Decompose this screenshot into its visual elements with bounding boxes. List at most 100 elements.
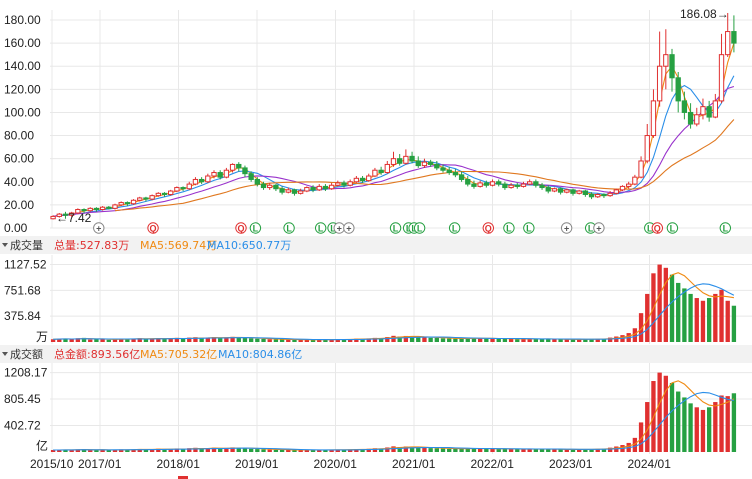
volume-bar[interactable]: [100, 339, 105, 342]
candle[interactable]: [347, 179, 353, 187]
volume-bar[interactable]: [403, 335, 409, 342]
amount-bar[interactable]: [508, 449, 514, 452]
volume-bar[interactable]: [69, 339, 74, 342]
volume-bar[interactable]: [149, 338, 155, 342]
amount-bar[interactable]: [348, 449, 353, 452]
volume-bar[interactable]: [496, 338, 501, 342]
event-marker-l[interactable]: L: [666, 222, 679, 234]
volume-bar[interactable]: [731, 305, 737, 342]
amount-bar[interactable]: [193, 447, 198, 452]
volume-bar[interactable]: [638, 313, 644, 342]
amount-bar[interactable]: [607, 447, 613, 452]
candle[interactable]: [130, 199, 137, 205]
volume-bar[interactable]: [255, 338, 260, 342]
amount-bar[interactable]: [719, 395, 724, 452]
candle[interactable]: [99, 206, 106, 211]
volume-bar[interactable]: [440, 338, 446, 342]
amount-bar[interactable]: [205, 448, 210, 452]
candle[interactable]: [112, 203, 118, 210]
candle[interactable]: [557, 187, 564, 195]
candle[interactable]: [458, 171, 465, 182]
amount-bar[interactable]: [447, 448, 452, 452]
candle[interactable]: [681, 91, 688, 120]
amount-bar[interactable]: [577, 449, 582, 452]
amount-bar[interactable]: [224, 447, 229, 452]
candle[interactable]: [403, 149, 409, 165]
candle[interactable]: [526, 179, 533, 186]
volume-bar[interactable]: [75, 338, 81, 342]
candle[interactable]: [149, 194, 155, 201]
amount-bar[interactable]: [502, 448, 508, 452]
volume-bar[interactable]: [719, 289, 724, 342]
amount-bar[interactable]: [706, 407, 712, 452]
volume-bar[interactable]: [199, 338, 204, 342]
event-marker-l[interactable]: L: [503, 222, 515, 234]
candle[interactable]: [496, 179, 502, 187]
amount-bar[interactable]: [570, 449, 576, 452]
volume-bar[interactable]: [156, 338, 161, 342]
volume-bar[interactable]: [595, 338, 600, 342]
amount-bar[interactable]: [453, 448, 458, 452]
volume-bar[interactable]: [248, 338, 254, 342]
amount-bar[interactable]: [149, 449, 155, 452]
amount-bar[interactable]: [378, 448, 384, 452]
event-marker-l[interactable]: L: [314, 222, 327, 234]
candle[interactable]: [390, 151, 397, 167]
volume-bar[interactable]: [676, 282, 681, 342]
amount-bar[interactable]: [360, 449, 365, 452]
amount-bar[interactable]: [477, 448, 483, 452]
volume-bar[interactable]: [187, 337, 192, 342]
candle[interactable]: [186, 181, 192, 190]
volume-bar[interactable]: [162, 338, 167, 342]
volume-bar[interactable]: [527, 338, 532, 342]
candle[interactable]: [267, 182, 273, 190]
amount-bar[interactable]: [465, 448, 470, 452]
event-marker-l[interactable]: L: [719, 222, 732, 234]
amount-bar[interactable]: [57, 449, 62, 452]
candle[interactable]: [155, 192, 161, 197]
candle[interactable]: [626, 181, 632, 189]
candle[interactable]: [50, 215, 56, 220]
amount-bar[interactable]: [416, 447, 421, 452]
volume-bar[interactable]: [372, 337, 378, 342]
amount-bar[interactable]: [63, 449, 68, 452]
volume-bar[interactable]: [348, 339, 353, 342]
volume-bar[interactable]: [434, 338, 439, 342]
volume-bar[interactable]: [323, 339, 328, 342]
amount-bar[interactable]: [100, 450, 105, 452]
candle[interactable]: [638, 156, 644, 179]
amount-bar[interactable]: [533, 448, 539, 452]
candle[interactable]: [489, 179, 496, 187]
amount-bar[interactable]: [490, 448, 495, 452]
amount-bar[interactable]: [341, 449, 347, 452]
amount-bar[interactable]: [156, 448, 161, 452]
candle[interactable]: [409, 151, 415, 164]
volume-bar[interactable]: [298, 339, 303, 342]
amount-bar[interactable]: [725, 396, 730, 452]
amount-bar[interactable]: [372, 448, 378, 452]
volume-bar[interactable]: [329, 339, 334, 342]
candle[interactable]: [656, 31, 663, 107]
amount-bar[interactable]: [255, 449, 260, 452]
volume-bar[interactable]: [242, 338, 248, 342]
candle[interactable]: [477, 180, 483, 188]
volume-bar[interactable]: [354, 338, 359, 342]
collapse-icon[interactable]: [2, 243, 8, 247]
volume-bar[interactable]: [224, 337, 229, 342]
candle[interactable]: [520, 181, 527, 188]
volume-bar[interactable]: [422, 337, 427, 342]
amount-bar[interactable]: [211, 447, 217, 452]
amount-bar[interactable]: [50, 450, 56, 452]
candle[interactable]: [137, 196, 143, 202]
event-marker-plus[interactable]: +: [593, 222, 605, 234]
amount-bars[interactable]: [50, 372, 737, 452]
volume-bar[interactable]: [552, 339, 557, 342]
candle[interactable]: [260, 181, 267, 190]
candle[interactable]: [533, 179, 539, 188]
candle[interactable]: [465, 176, 471, 187]
candle[interactable]: [174, 186, 180, 193]
volume-bar[interactable]: [607, 337, 613, 342]
volume-bar[interactable]: [205, 337, 210, 342]
volume-bar[interactable]: [125, 339, 130, 342]
amount-bar[interactable]: [143, 449, 149, 452]
